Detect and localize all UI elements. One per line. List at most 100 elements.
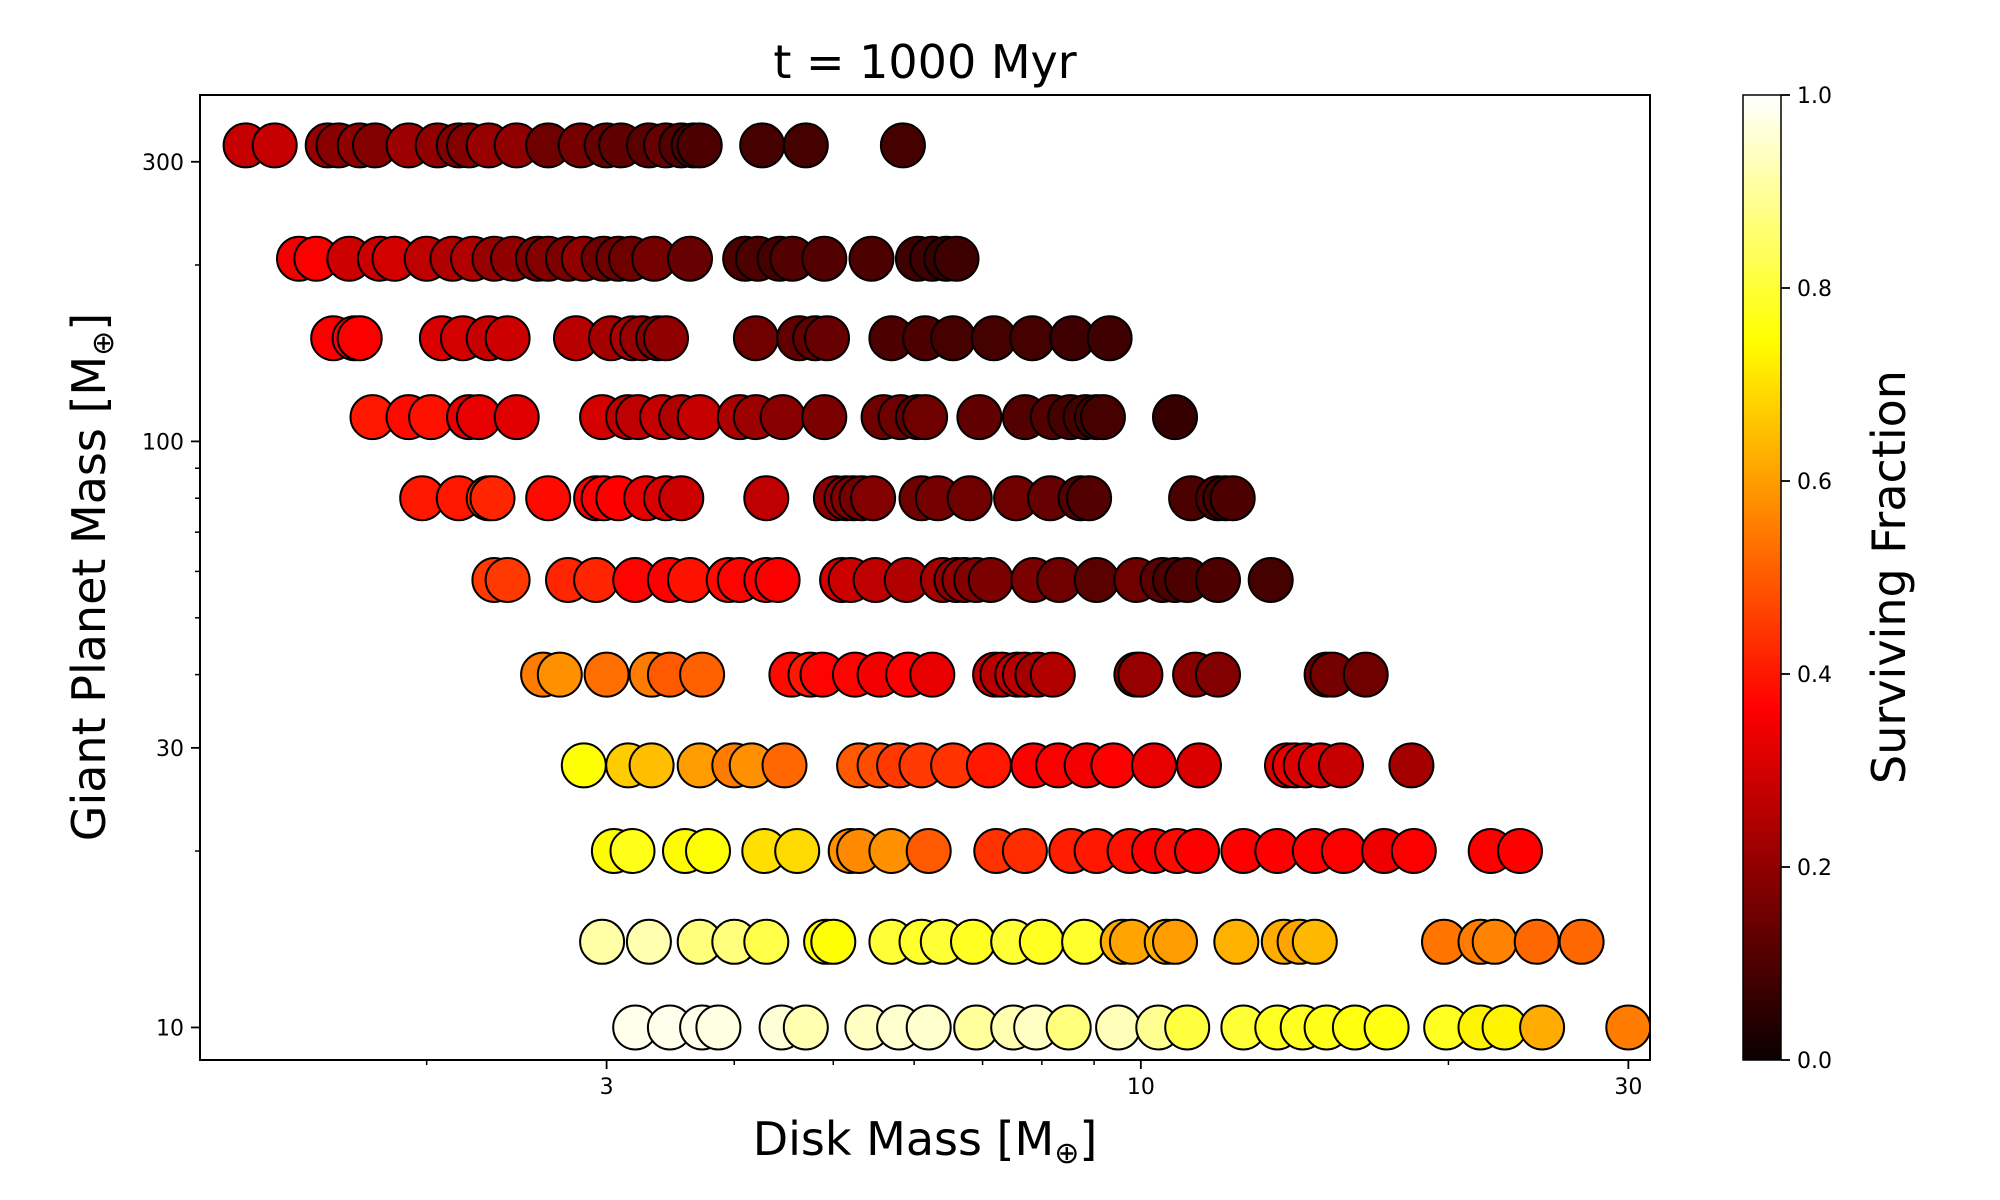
data-point [336, 315, 383, 362]
data-point [1390, 828, 1437, 874]
y-axis-unit-symbol: ⊕ [86, 331, 121, 356]
data-point [1247, 557, 1294, 603]
data-point [484, 557, 531, 603]
data-point [525, 475, 572, 522]
data-point [658, 475, 705, 522]
y-tick-label: 100 [142, 430, 184, 455]
data-point [469, 475, 516, 522]
data-point [743, 918, 790, 965]
data-point [1195, 557, 1241, 603]
data-point [1519, 1004, 1566, 1051]
colorbar-tick-label: 1.0 [1797, 84, 1832, 109]
data-point [732, 315, 779, 362]
data-point [1363, 1004, 1410, 1051]
data-point [967, 557, 1014, 603]
data-point [1061, 918, 1108, 965]
data-point [1471, 918, 1518, 965]
data-point [679, 651, 726, 698]
y-axis-title-text: Giant Planet Mass [M [62, 356, 116, 841]
chart-title: t = 1000 Myr [773, 35, 1076, 89]
colorbar-title: Surviving Fraction [1862, 370, 1916, 784]
data-point [1018, 918, 1065, 965]
colorbar-tick-label: 0.0 [1797, 1049, 1832, 1074]
data-point [743, 475, 790, 522]
data-point [1095, 1004, 1142, 1051]
data-point [930, 315, 977, 362]
colorbar-tick-label: 0.4 [1797, 663, 1832, 688]
data-point [1079, 394, 1126, 441]
x-axis-unit-symbol: ⊕ [1054, 1136, 1079, 1171]
data-point [933, 235, 980, 282]
data-point [560, 742, 607, 789]
colorbar-tick-label: 0.2 [1797, 856, 1832, 881]
data-point [1152, 394, 1198, 441]
data-point [1152, 918, 1198, 965]
data-point [1291, 918, 1338, 965]
data-point [804, 315, 850, 362]
data-point [536, 651, 583, 698]
y-axis-title: Giant Planet Mass [M⊕] [62, 313, 121, 841]
x-axis-title: Disk Mass [M⊕] [753, 1112, 1098, 1171]
data-point [1045, 1004, 1092, 1051]
data-point [1388, 742, 1435, 789]
data-point [1009, 315, 1056, 362]
data-point [879, 122, 926, 169]
data-point [1029, 651, 1076, 698]
data-point [970, 315, 1017, 362]
y-axis-unit-close: ] [62, 313, 116, 331]
data-point [484, 315, 531, 362]
x-tick-label: 30 [1614, 1075, 1642, 1100]
data-point [759, 394, 806, 441]
data-point [1605, 1004, 1650, 1051]
x-axis: 3 10 30 [425, 1060, 1642, 1100]
data-point [1117, 651, 1164, 698]
data-point [946, 475, 993, 522]
data-point [1558, 918, 1605, 965]
colorbar-tick-label: 0.6 [1797, 470, 1832, 495]
data-point [1090, 742, 1137, 789]
data-point [493, 394, 540, 441]
points-layer [222, 122, 1650, 1051]
data-point [1174, 828, 1220, 874]
data-point [676, 394, 723, 441]
data-point [667, 557, 713, 603]
data-point [1131, 742, 1177, 789]
data-point [956, 394, 1003, 441]
data-point [810, 918, 857, 965]
y-axis: 10 30 100 300 [142, 151, 200, 1041]
data-point [754, 557, 801, 603]
data-point [902, 394, 949, 441]
data-point [909, 651, 956, 698]
data-point [1001, 828, 1048, 874]
data-point [848, 235, 895, 282]
data-point [1176, 742, 1222, 789]
data-point [801, 394, 848, 441]
colorbar-axis: 0.0 0.2 0.4 0.6 0.8 1.0 [1781, 84, 1832, 1074]
y-tick-label: 10 [156, 1016, 184, 1041]
data-point [667, 235, 713, 282]
colorbar-tick-label: 0.8 [1797, 277, 1832, 302]
data-point [761, 742, 808, 789]
data-point [801, 235, 848, 282]
data-point [628, 742, 675, 789]
data-point [905, 1004, 952, 1051]
colorbar-gradient [1742, 94, 1782, 1061]
data-point [695, 1004, 742, 1051]
data-point [1195, 651, 1241, 698]
data-point [1066, 475, 1113, 522]
data-point [1342, 651, 1389, 698]
data-point [609, 828, 656, 874]
data-point [1513, 918, 1560, 965]
data-point [1213, 918, 1260, 965]
x-tick-label: 10 [1127, 1075, 1155, 1100]
data-point [573, 557, 620, 603]
x-axis-unit-close: ] [1079, 1112, 1097, 1166]
data-point [1086, 315, 1133, 362]
x-tick-label: 3 [600, 1075, 614, 1100]
plot-area-frame [199, 94, 1651, 1061]
data-point [782, 122, 829, 169]
data-point [676, 122, 723, 169]
data-point [1318, 742, 1364, 789]
data-point [782, 1004, 829, 1051]
data-point [850, 475, 897, 522]
